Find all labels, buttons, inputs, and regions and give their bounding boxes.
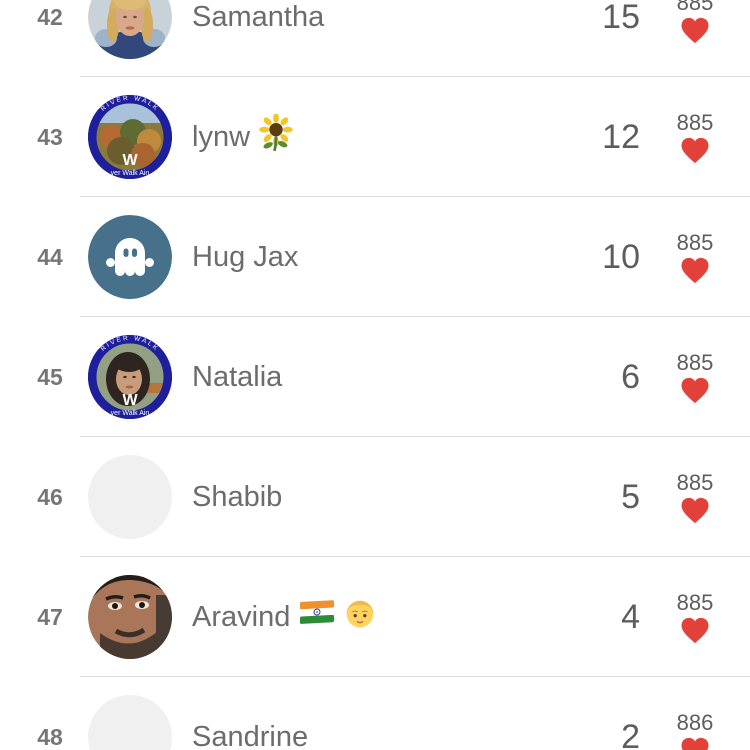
score-value: 5	[621, 477, 640, 516]
badge-monogram: W	[122, 152, 138, 169]
user-name: Natalia	[192, 360, 283, 393]
avatar-river-walk-badge-photo: RIVER WALK W ver Walk Ain	[88, 335, 172, 419]
user-name: Samantha	[192, 0, 325, 33]
likes-column: 885	[640, 470, 750, 524]
sunflower-icon	[259, 112, 293, 160]
likes-column: 885	[640, 0, 750, 44]
likes-count: 885	[676, 470, 714, 495]
likes-count: 886	[676, 710, 714, 735]
user-name: Aravind	[192, 597, 376, 637]
score-value: 2	[621, 717, 640, 750]
user-name: lynw	[192, 112, 293, 160]
user-name: Hug Jax	[192, 240, 299, 273]
badge-monogram: W	[122, 392, 138, 409]
leaderboard-row[interactable]: 45 R	[0, 317, 750, 437]
badge-bottom-text: ver Walk Ain	[111, 410, 150, 417]
leaderboard-row[interactable]: 43 RIVER WALK	[0, 77, 750, 197]
leaderboard-row[interactable]: 44 Hug Jax 10 885	[0, 197, 750, 317]
likes-count: 885	[676, 110, 714, 135]
avatar-empty-placeholder	[88, 455, 172, 539]
likes-count: 885	[676, 230, 714, 255]
avatar-photo-man-closeup	[88, 575, 172, 659]
likes-column: 885	[640, 590, 750, 644]
leaderboard-row[interactable]: 46 Shabib 5 885	[0, 437, 750, 557]
boy-face-icon	[344, 597, 376, 637]
likes-column: 886	[640, 710, 750, 750]
score-value: 4	[621, 597, 640, 636]
heart-icon[interactable]	[680, 17, 710, 44]
score-value: 12	[602, 117, 640, 156]
likes-count: 885	[676, 350, 714, 375]
heart-icon[interactable]	[680, 377, 710, 404]
avatar-ghost-icon	[88, 215, 172, 299]
leaderboard-row[interactable]: 42 Samantha	[0, 0, 750, 77]
heart-icon[interactable]	[680, 617, 710, 644]
avatar-photo-blonde-woman	[88, 0, 172, 59]
rank-number: 48	[37, 723, 63, 750]
likes-count: 885	[676, 590, 714, 615]
score-value: 15	[602, 0, 640, 36]
likes-column: 885	[640, 350, 750, 404]
avatar-empty-placeholder	[88, 695, 172, 750]
india-flag-icon	[299, 600, 335, 634]
likes-column: 885	[640, 110, 750, 164]
leaderboard-row[interactable]: 48 Sandrine 2 886	[0, 677, 750, 750]
likes-count: 885	[676, 0, 714, 15]
rank-number: 43	[37, 123, 63, 150]
score-value: 6	[621, 357, 640, 396]
heart-icon[interactable]	[680, 137, 710, 164]
rank-number: 47	[37, 603, 63, 630]
heart-icon[interactable]	[680, 497, 710, 524]
user-name: Shabib	[192, 480, 283, 513]
rank-number: 45	[37, 363, 63, 390]
heart-icon[interactable]	[680, 737, 710, 750]
user-name: Sandrine	[192, 720, 309, 750]
avatar-river-walk-badge: RIVER WALK W ver Walk Ain	[88, 95, 172, 179]
rank-number: 44	[37, 243, 63, 270]
rank-number: 42	[37, 3, 63, 30]
badge-bottom-text: ver Walk Ain	[111, 170, 150, 177]
leaderboard-row[interactable]: 47 Aravind	[0, 557, 750, 677]
heart-icon[interactable]	[680, 257, 710, 284]
likes-column: 885	[640, 230, 750, 284]
rank-number: 46	[37, 483, 63, 510]
score-value: 10	[602, 237, 640, 276]
